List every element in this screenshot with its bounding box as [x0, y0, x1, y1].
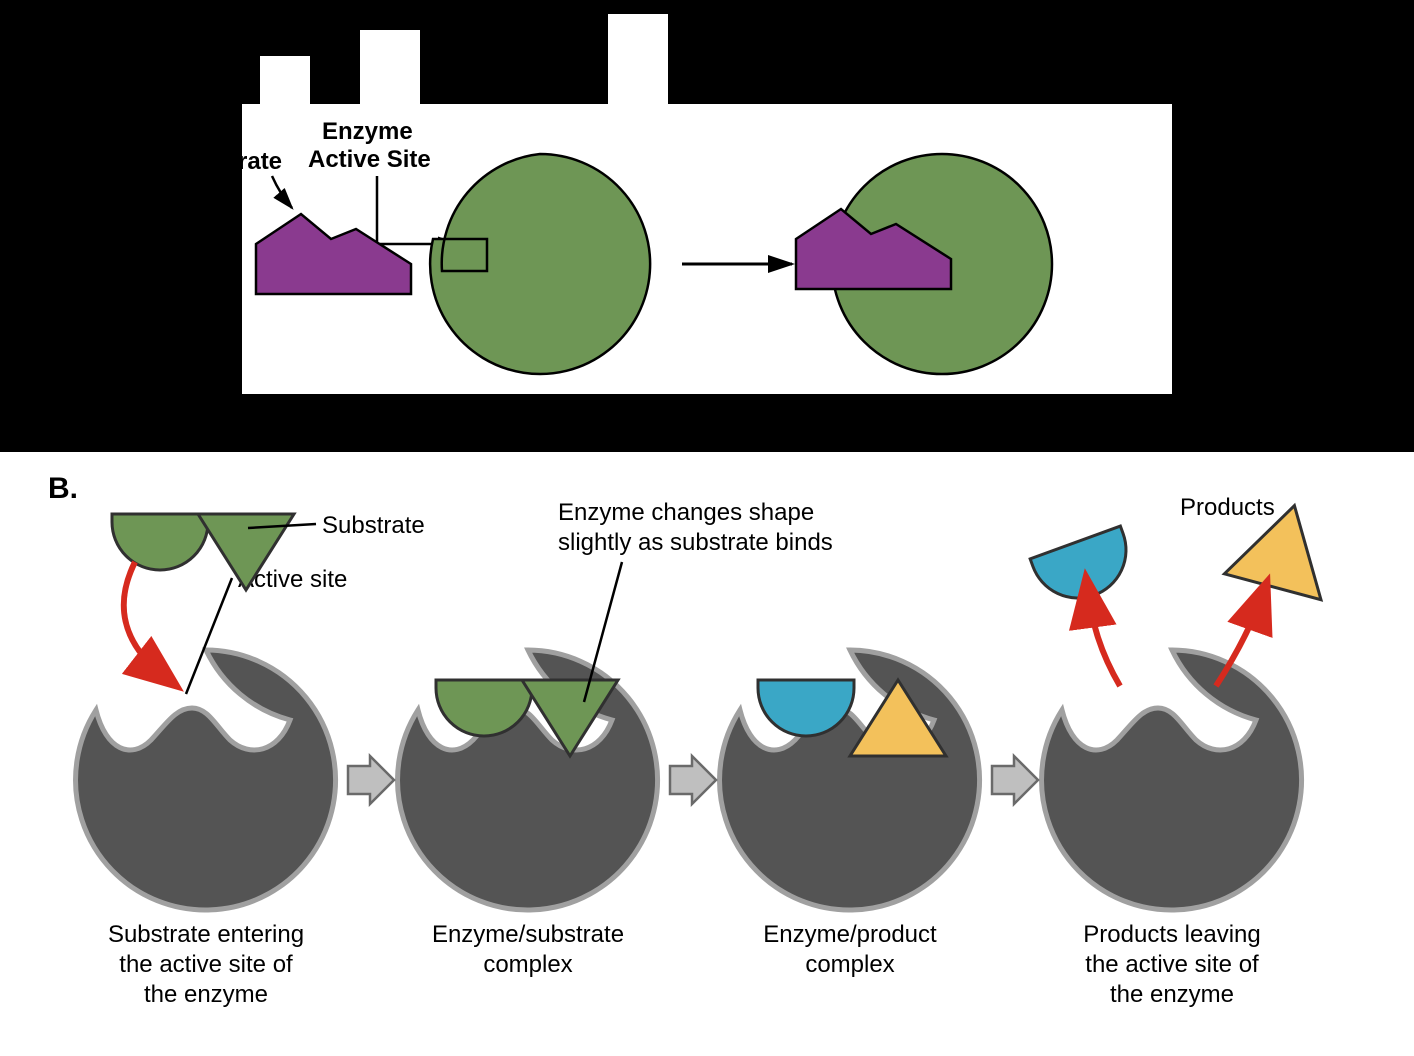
black-notch-1 [260, 56, 310, 106]
substrate-floating [112, 514, 294, 590]
panel-b: B. Substrate Active site Enzyme changes … [0, 452, 1414, 1056]
product-yellow-floating [1224, 493, 1342, 600]
enzyme-stage4 [1042, 650, 1302, 910]
red-arrow-out-left [1088, 592, 1120, 686]
panel-a-canvas: rate Enzyme Active Site [242, 104, 1172, 394]
black-notch-3 [608, 14, 668, 106]
substrate-left [256, 214, 411, 294]
enzyme-left [430, 154, 650, 374]
stage-arrow-2 [670, 756, 716, 804]
stage-arrow-3 [992, 756, 1038, 804]
product-blue-floating [1030, 526, 1139, 611]
enzyme-stage1 [76, 650, 336, 910]
red-arrow-in [124, 562, 165, 677]
panel-a: rate Enzyme Active Site [0, 0, 1414, 452]
substrate-pointer-arrow [272, 176, 292, 208]
stage-arrow-1 [348, 756, 394, 804]
panel-b-svg [0, 452, 1414, 1056]
panel-a-svg [242, 104, 1172, 394]
black-notch-2 [360, 30, 420, 106]
